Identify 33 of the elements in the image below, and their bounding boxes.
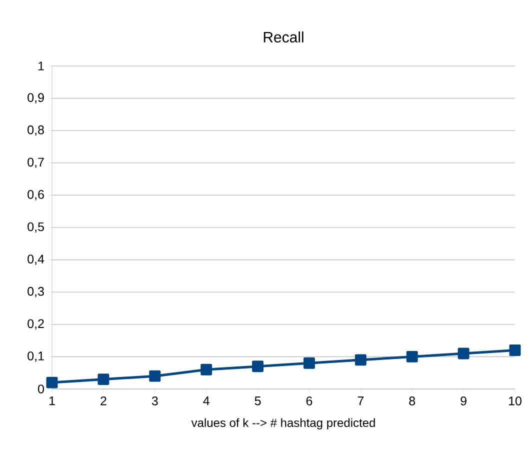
y-tick-label: 0,5 [28, 222, 44, 233]
x-tick-label: 7 [358, 396, 364, 406]
chart-title: Recall [264, 31, 304, 42]
y-tick-label: 1 [38, 62, 44, 70]
point [98, 374, 110, 386]
x-tick-label: 2 [100, 396, 106, 406]
x-tick-label: 5 [254, 396, 261, 406]
point [200, 364, 212, 376]
x-tick-label: 8 [409, 396, 416, 406]
x-tick-label: 1 [49, 396, 55, 406]
x-tick-label: 4 [203, 396, 210, 406]
y-tick-label: 0,1 [28, 352, 44, 362]
y-tick-label: 0,2 [28, 319, 44, 330]
x-tick-label: 9 [460, 396, 466, 406]
point [46, 376, 58, 388]
point [354, 354, 366, 366]
y-tick-label: 0,7 [28, 158, 44, 168]
point [509, 344, 521, 356]
x-axis-title: values of k --> # hashtag predicted [191, 418, 375, 430]
y-tick-label: 0,6 [28, 190, 44, 200]
x-tick-label: 3 [152, 396, 158, 406]
y-tick-label: 0,4 [28, 254, 44, 265]
point [406, 350, 418, 362]
point [149, 370, 161, 382]
y-tick-label: 0,3 [28, 286, 44, 298]
point [252, 360, 264, 372]
point [303, 357, 315, 369]
x-tick-label: 10 [509, 396, 522, 406]
y-tick-label: 0,9 [28, 93, 44, 104]
y-tick-label: 0 [38, 384, 44, 394]
point [458, 348, 470, 360]
y-tick-label: 0,8 [28, 125, 44, 136]
x-tick-label: 6 [306, 396, 312, 406]
